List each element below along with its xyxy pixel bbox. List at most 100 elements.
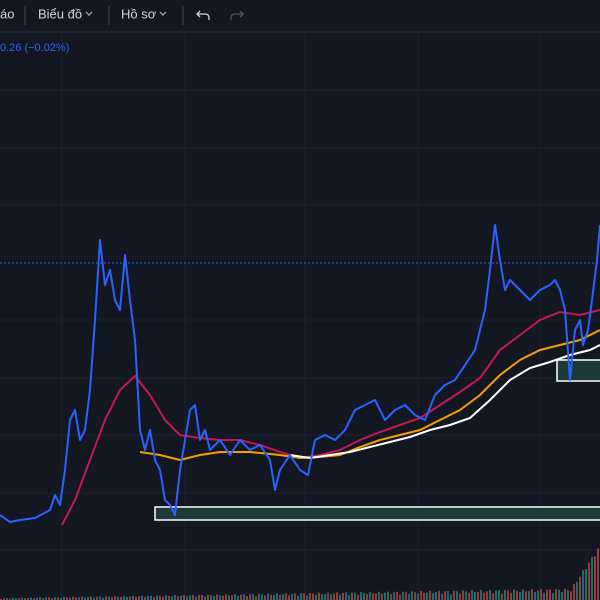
volume-bar — [225, 594, 227, 600]
volume-bar — [477, 591, 479, 600]
volume-bar — [393, 592, 395, 600]
zone-box[interactable] — [556, 359, 600, 382]
toolbar-button[interactable]: Biểu đồ — [38, 6, 82, 21]
volume-bar — [312, 593, 314, 600]
undo-button[interactable] — [196, 10, 210, 20]
volume-bar — [336, 592, 338, 600]
redo-button[interactable] — [230, 10, 244, 20]
volume-bar — [261, 594, 263, 600]
volume-bar — [15, 598, 17, 600]
volume-bar — [408, 594, 410, 600]
volume-bar — [573, 583, 575, 600]
volume-bar — [228, 595, 230, 600]
volume-bar — [279, 594, 281, 600]
volume-bar — [270, 594, 272, 600]
volume-bar — [171, 596, 173, 600]
volume-bar — [567, 590, 569, 600]
volume-bar — [174, 595, 176, 600]
volume-bar — [534, 592, 536, 600]
volume-bar — [414, 592, 416, 600]
volume-bar — [39, 597, 41, 600]
volume-bar — [381, 593, 383, 600]
volume-bar — [591, 556, 593, 600]
volume-bar — [543, 592, 545, 600]
volume-bar — [321, 593, 323, 600]
volume-bar — [54, 597, 56, 600]
volume-bar — [450, 594, 452, 600]
volume-bar — [306, 595, 308, 600]
volume-bar — [93, 597, 95, 600]
volume-bar — [462, 590, 464, 600]
volume-bar — [594, 556, 596, 600]
volume-bar — [231, 595, 233, 600]
volume-bar — [348, 595, 350, 600]
volume-bar — [57, 597, 59, 600]
volume-bar — [105, 596, 107, 600]
volume-bar — [351, 592, 353, 600]
volume-bar — [246, 596, 248, 600]
volume-bar — [249, 594, 251, 600]
volume-bar — [219, 595, 221, 600]
volume-bar — [402, 591, 404, 600]
volume-bar — [423, 592, 425, 600]
ma-line — [139, 329, 600, 462]
volume-bar — [357, 594, 359, 600]
volume-bar — [474, 591, 476, 600]
volume-bar — [84, 597, 86, 600]
volume-bar — [108, 596, 110, 600]
volume-bar — [390, 594, 392, 600]
volume-bar — [162, 596, 164, 600]
volume-bar — [213, 596, 215, 600]
volume-bar — [570, 591, 572, 600]
volume-bar — [528, 591, 530, 600]
volume-bar — [33, 598, 35, 600]
volume-bar — [438, 590, 440, 600]
volume-bar — [48, 597, 50, 600]
volume-bar — [537, 590, 539, 600]
volume-bar — [252, 594, 254, 600]
volume-bar — [165, 595, 167, 600]
volume-bar — [210, 595, 212, 600]
volume-bar — [327, 592, 329, 600]
volume-bar — [495, 590, 497, 600]
volume-bar — [240, 594, 242, 600]
volume-bar — [426, 592, 428, 600]
volume-bar — [375, 593, 377, 600]
volume-bar — [204, 596, 206, 600]
volume-bar — [363, 592, 365, 600]
volume-bar — [309, 593, 311, 600]
toolbar-button[interactable]: Hồ sơ — [121, 6, 157, 21]
volume-bar — [324, 594, 326, 600]
volume-bar — [123, 595, 125, 600]
volume-bar — [525, 591, 527, 600]
volume-bar — [342, 593, 344, 600]
volume-bar — [90, 596, 92, 600]
volume-bar — [192, 594, 194, 600]
volume-bar — [132, 595, 134, 600]
volume-bar — [540, 589, 542, 600]
volume-bar — [501, 593, 503, 600]
zone-box[interactable] — [154, 506, 600, 521]
volume-bar — [339, 594, 341, 600]
volume-bar — [45, 597, 47, 600]
volume-bar — [417, 593, 419, 600]
volume-bar — [507, 590, 509, 600]
volume-bar — [129, 596, 131, 600]
volume-bar — [372, 593, 374, 600]
volume-bar — [432, 593, 434, 600]
volume-bar — [27, 598, 29, 600]
volume-bar — [156, 595, 158, 600]
volume-bar — [369, 591, 371, 600]
volume-bar — [429, 590, 431, 600]
volume-bar — [453, 590, 455, 600]
volume-bar — [531, 589, 533, 600]
volume-bar — [126, 596, 128, 600]
volume-bar — [198, 595, 200, 600]
volume — [0, 548, 599, 600]
volume-bar — [42, 598, 44, 600]
volume-bar — [120, 596, 122, 600]
toolbar-button[interactable]: áo — [0, 6, 14, 21]
volume-bar — [558, 589, 560, 600]
volume-bar — [510, 592, 512, 600]
chevron — [159, 11, 167, 16]
